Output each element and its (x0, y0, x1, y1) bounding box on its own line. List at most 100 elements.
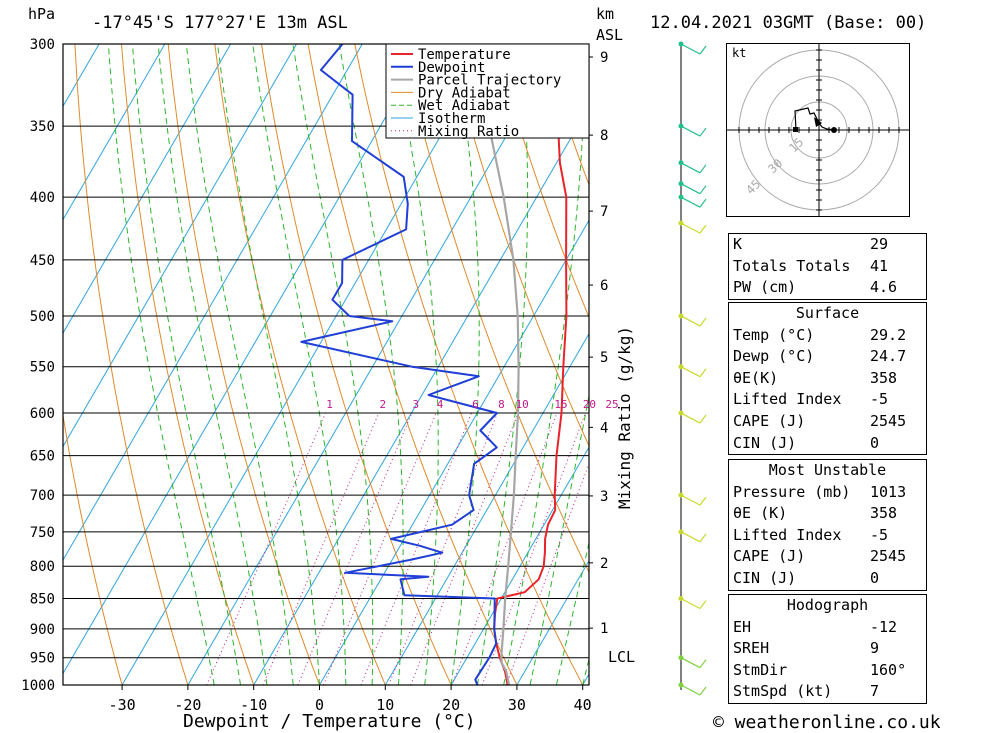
indices-table: K 29 Totals Totals 41 PW (cm) 4.6 (728, 233, 927, 300)
legend-entry: Mixing Ratio (418, 124, 519, 140)
wind-barb-flag (699, 317, 707, 327)
x-axis-label: Dewpoint / Temperature (°C) (183, 711, 476, 732)
legend-entry: Wet Adiabat (418, 98, 511, 114)
mu-row-li: Lifted Index -5 (733, 525, 889, 544)
isotherm-line (516, 559, 589, 685)
pressure-tick-label: 900 (30, 622, 55, 638)
mu-row-cin: CIN (J) 0 (733, 568, 880, 587)
mu-row-thetae: θE (K) 358 (733, 504, 898, 523)
mixing-ratio-tick-label: 8 (498, 398, 505, 411)
pressure-tick-label: 650 (30, 449, 55, 465)
wind-level-dot (678, 595, 684, 601)
temperature-tick-label: -20 (174, 696, 201, 714)
altitude-tick-label: 1 (600, 621, 608, 637)
index-row-totals: Totals Totals 41 (733, 256, 889, 275)
surface-row-li: Lifted Index -5 (733, 390, 889, 409)
wet-adiabat-line (338, 44, 404, 685)
legend-box (385, 43, 590, 139)
legend-entry: Dry Adiabat (418, 85, 511, 101)
isotherm-line (0, 44, 33, 685)
location-title: -17°45'S 177°27'E 13m ASL (92, 13, 348, 33)
mixing-ratio-line (410, 412, 519, 685)
mixing-ratio-line (505, 462, 589, 685)
surface-row-cape: CAPE (J) 2545 (733, 411, 907, 430)
isotherm-line (187, 44, 561, 685)
hodo-unit-label: kt (732, 46, 746, 60)
pressure-labels: 300 350 400 450 500 550 600 650 700 750 800 850 900 9… (21, 37, 55, 694)
mu-row-pressure: Pressure (mb) 1013 (733, 482, 907, 501)
mixing-ratio-axis-label: Mixing Ratio (g/kg) (615, 326, 634, 509)
dry-adiabat-line (915, 44, 1000, 685)
altitude-tick-label: 3 (600, 489, 608, 505)
dewpoint-line (300, 44, 498, 685)
wet-adiabat-line (476, 44, 529, 685)
mixing-ratio-tick-label: 25 (605, 398, 618, 411)
wind-level-dot (678, 41, 684, 47)
wind-level-dot (678, 410, 684, 416)
mixing-ratio-tick-label: 15 (554, 398, 567, 411)
wind-barb (680, 531, 701, 543)
temperature-tick-label: -30 (109, 696, 136, 714)
wet-adiabat-line (292, 44, 374, 685)
wind-level-dot (678, 313, 684, 319)
wind-level-dot (678, 160, 684, 166)
wind-barb-flag (699, 533, 707, 543)
wind-barb-flag (699, 198, 707, 208)
pressure-tick-label: 500 (30, 309, 55, 325)
mixing-ratio-tick-label: 10 (516, 398, 529, 411)
hodo-row-stmspd: StmSpd (kt) 7 (733, 682, 880, 701)
parcel-line (466, 44, 520, 685)
isotherm-line (450, 446, 589, 685)
lcl-label: LCL (608, 648, 635, 666)
mixing-ratio-line (481, 412, 586, 685)
isotherm-line (63, 44, 363, 561)
dry-adiabat-line (354, 44, 584, 685)
isotherm-line (63, 44, 232, 335)
altitude-labels: 1 2 3 4 5 6 7 8 9 (589, 50, 608, 637)
wind-barb-flag (699, 414, 707, 424)
dry-adiabat-line (494, 44, 589, 319)
altitude-tick-label: 9 (600, 50, 608, 66)
wind-barb-flag (699, 600, 707, 609)
mixing-ratio-line (206, 412, 327, 685)
isotherm-line (63, 44, 166, 221)
mixing-ratio-tick-label: 1 (326, 398, 333, 411)
wind-barb-flag (699, 127, 707, 137)
dry-adiabat-line (447, 44, 589, 448)
altitude-tick-label: 4 (600, 420, 608, 436)
mu-row-cape: CAPE (J) 2545 (733, 547, 907, 566)
temperature-tick-label: 30 (508, 696, 526, 714)
hodo-trace (794, 107, 835, 131)
legend-entry: Isotherm (418, 111, 485, 127)
pressure-tick-label: 750 (30, 525, 55, 541)
wind-barb (680, 597, 701, 610)
hodo-end-marker (831, 127, 837, 133)
altitude-tick-label: 7 (600, 204, 608, 220)
wind-level-dot (678, 682, 684, 688)
pressure-tick-label: 800 (30, 559, 55, 575)
pressure-tick-label: 450 (30, 253, 55, 269)
wind-barb (680, 494, 701, 506)
wind-level-dot (678, 220, 684, 226)
mixing-ratio-line (360, 412, 472, 685)
temperature-tick-label: 0 (315, 696, 324, 714)
legend-entry: Dewpoint (418, 60, 485, 76)
wind-barb-flag (699, 164, 707, 174)
temperature-tick-label: 10 (376, 696, 394, 714)
wind-level-dot (678, 364, 684, 370)
mixing-ratio-tick-label: 2 (380, 398, 387, 411)
altitude-tick-label: 8 (600, 128, 608, 144)
pressure-tick-label: 350 (30, 119, 55, 135)
mixing-ratio-line (262, 412, 380, 685)
hodograph-table: Hodograph EH -12 SREH 9 StmDir 160° StmSpd … (728, 594, 927, 704)
temperature-tick-label: 20 (442, 696, 460, 714)
hodo-arrow (814, 117, 822, 127)
profile-lines (300, 44, 568, 685)
wind-level-dot (678, 529, 684, 535)
wind-barb-flag (699, 659, 707, 669)
isotherm-line (384, 332, 589, 685)
wind-barb-flag (699, 45, 707, 55)
pressure-tick-label: 600 (30, 406, 55, 422)
surface-table: Surface Temp (°C) 29.2 Dewp (°C) 24.7 θE(K… (728, 302, 927, 456)
